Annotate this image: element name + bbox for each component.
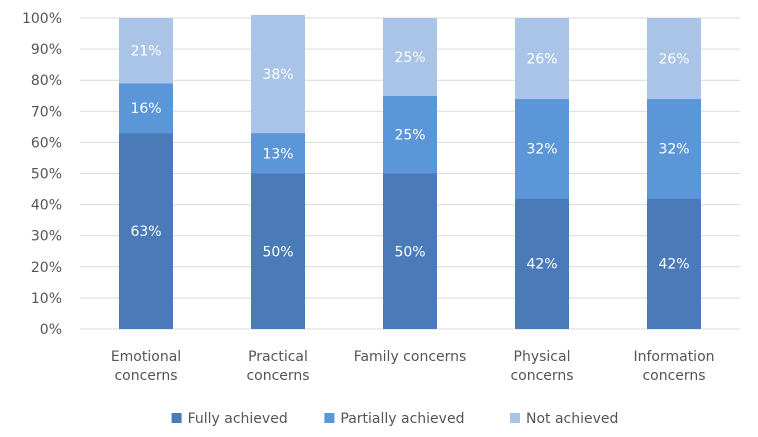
legend-label: Not achieved: [526, 411, 618, 427]
legend-label: Fully achieved: [188, 411, 288, 427]
data-label: 32%: [658, 142, 689, 158]
legend-item: Fully achieved: [172, 411, 288, 427]
legend: Fully achieved Partially achieved Not achi…: [172, 411, 619, 427]
data-label: 50%: [394, 244, 425, 260]
data-label: 32%: [526, 142, 557, 158]
y-tick-label: 70%: [31, 104, 62, 120]
data-label: 42%: [658, 257, 689, 273]
data-label: 13%: [262, 146, 293, 162]
y-tick-label: 40%: [31, 198, 62, 214]
legend-swatch: [172, 413, 182, 423]
y-tick-label: 100%: [22, 11, 62, 27]
data-label: 50%: [262, 244, 293, 260]
y-tick-label: 90%: [31, 42, 62, 58]
y-tick-label: 60%: [31, 135, 62, 151]
data-label: 63%: [130, 224, 161, 240]
data-label: 38%: [262, 67, 293, 83]
legend-item: Not achieved: [510, 411, 618, 427]
y-tick-label: 10%: [31, 291, 62, 307]
data-label: 25%: [394, 128, 425, 144]
legend-swatch: [324, 413, 334, 423]
y-tick-label: 80%: [31, 73, 62, 89]
legend-item: Partially achieved: [324, 411, 464, 427]
legend-label: Partially achieved: [340, 411, 464, 427]
x-category-label: Information concerns: [633, 349, 714, 384]
y-tick-label: 50%: [31, 167, 62, 183]
data-label: 26%: [658, 51, 689, 67]
y-axis-ticks: 0% 10% 20% 30% 40% 50% 60% 70% 80% 90% 100%: [22, 11, 62, 338]
data-label: 16%: [130, 101, 161, 117]
data-label: 26%: [526, 51, 557, 67]
data-label: 21%: [130, 44, 161, 60]
y-tick-label: 20%: [31, 260, 62, 276]
data-label: 42%: [526, 257, 557, 273]
y-tick-label: 0%: [40, 322, 62, 338]
x-category-label: Physical concerns: [510, 349, 573, 384]
x-category-label: Practical concerns: [246, 349, 309, 384]
y-tick-label: 30%: [31, 229, 62, 245]
x-category-label: Family concerns: [354, 349, 467, 365]
x-category-label: Emotional concerns: [111, 349, 181, 384]
x-axis-categories: Emotional concerns Practical concerns Family…: [111, 349, 715, 384]
data-label: 25%: [394, 50, 425, 66]
legend-swatch: [510, 413, 520, 423]
